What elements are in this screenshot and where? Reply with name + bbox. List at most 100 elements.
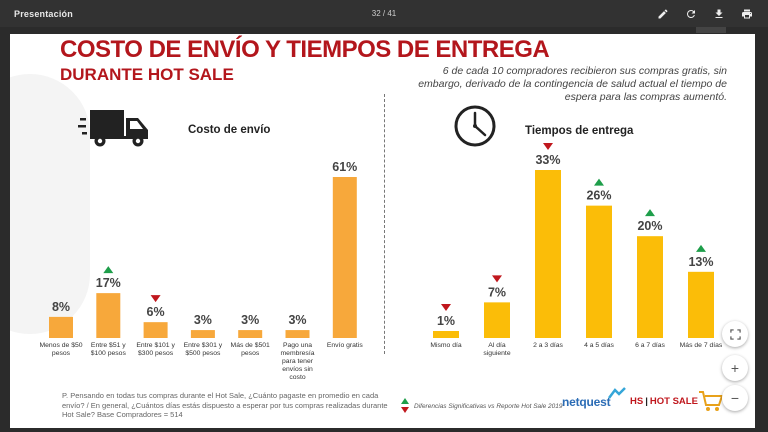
shipping-value-label: 3% [194, 313, 212, 327]
footnote: P. Pensando en todas tus compras durante… [62, 391, 388, 419]
delivery-significance-down-icon [543, 143, 553, 150]
shipping-category-label-line: Entre $101 y [136, 342, 175, 349]
delivery-category-label: Al día siguiente [483, 342, 510, 357]
shipping-significance-up-icon [103, 266, 114, 274]
shipping-category-label: Envío gratis [327, 342, 363, 349]
shipping-bar [332, 177, 357, 338]
shipping-bar [143, 322, 168, 338]
slide-summary: 6 de cada 10 compradores recibieron sus … [418, 65, 727, 103]
delivery-value-label: 33% [535, 153, 560, 167]
toolbar-actions [656, 7, 754, 21]
zoom-in-button[interactable]: + [722, 355, 748, 381]
slide-title: COSTO DE ENVÍO Y TIEMPOS DE ENTREGA [60, 36, 550, 63]
scrollbar-handle[interactable] [696, 27, 726, 33]
delivery-category-label: 2 a 3 días [533, 342, 563, 349]
delivery-category-label: Mismo día [430, 342, 462, 349]
shipping-value-label: 8% [52, 300, 70, 314]
delivery-category-label-line: Mismo día [430, 342, 462, 349]
shipping-category-label-line: Pago una [283, 342, 312, 349]
shipping-bar [49, 316, 73, 338]
delivery-time-title: Tiempos de entrega [525, 125, 634, 137]
significance-legend: Diferencias Significativas vs Reporte Ho… [400, 397, 563, 415]
shipping-category-label: Entre $301 y $500 pesos [184, 342, 223, 357]
truck-icon [78, 110, 148, 147]
shipping-category-label-line: costo [289, 374, 305, 381]
shipping-category-label-line: $500 pesos [185, 350, 221, 357]
fit-screen-icon [729, 328, 741, 340]
shipping-bar [190, 330, 215, 338]
delivery-significance-up-icon [594, 178, 604, 186]
delivery-category-label: 6 a 7 días [635, 342, 665, 349]
zoom-out-button[interactable]: − [722, 385, 748, 411]
shipping-category-label-line: pesos [241, 350, 260, 357]
significance-arrows-icon [401, 398, 409, 413]
legend-text: Diferencias Significativas vs Reporte Ho… [414, 402, 563, 410]
viewer-title: Presentación [14, 8, 73, 19]
shipping-category-label-line: Más de $501 [231, 342, 271, 349]
hotsale-logo-text: HOT SALE [649, 396, 698, 407]
shipping-cost-title: Costo de envío [188, 124, 271, 136]
hs-logo-text: HS [630, 396, 644, 407]
delivery-value-label: 1% [437, 314, 455, 328]
delivery-bar [688, 271, 714, 338]
fit-screen-button[interactable] [722, 321, 748, 347]
delivery-category-label: 4 a 5 días [584, 342, 614, 349]
download-icon[interactable] [712, 7, 726, 21]
shipping-category-label-line: Envío gratis [327, 342, 363, 349]
section-divider [384, 94, 385, 354]
refresh-icon[interactable] [684, 7, 698, 21]
shipping-category-label: Más de $501 pesos [231, 342, 271, 357]
shipping-category-label: Entre $51 y $100 pesos [91, 342, 127, 357]
shipping-category-label-line: para tener [282, 358, 314, 365]
delivery-category-label-line: Más de 7 días [680, 342, 723, 349]
shipping-value-label: 6% [147, 305, 165, 319]
shipping-bar [238, 330, 263, 338]
delivery-category-label-line: 6 a 7 días [635, 342, 665, 349]
shipping-category-label-line: $100 pesos [91, 350, 127, 357]
delivery-category-label-line: 2 a 3 días [533, 342, 563, 349]
shipping-category-label-line: pesos [52, 350, 71, 357]
print-icon[interactable] [740, 7, 754, 21]
delivery-category-label-line: siguiente [483, 350, 510, 357]
clock-icon [454, 105, 496, 147]
netquest-logo-text: netquest [562, 395, 611, 409]
cart-icon [699, 391, 724, 411]
delivery-value-label: 20% [637, 219, 662, 233]
netquest-logo: netquest [562, 387, 626, 409]
shipping-significance-down-icon [150, 295, 161, 303]
delivery-bar [586, 205, 612, 338]
shipping-category-label-line: Entre $51 y [91, 342, 126, 349]
shipping-category-label-line: $300 pesos [138, 350, 174, 357]
shipping-category-label-line: Menos de $50 [39, 342, 82, 349]
edit-icon[interactable] [656, 7, 670, 21]
delivery-value-label: 26% [586, 189, 611, 203]
shipping-category-label-line: envíos sin [282, 366, 313, 373]
delivery-category-label-line: Al día [488, 342, 506, 349]
delivery-significance-up-icon [696, 244, 706, 252]
delivery-bar [535, 170, 561, 338]
slide-subtitle-heading: DURANTE HOT SALE [60, 65, 234, 84]
delivery-bar [637, 236, 663, 338]
shipping-category-label-line: Entre $301 y [184, 342, 223, 349]
shipping-bar [285, 330, 310, 338]
delivery-significance-down-icon [441, 304, 451, 311]
shipping-bar [96, 293, 121, 338]
delivery-bar [433, 331, 459, 338]
viewer-toolbar: Presentación 32 / 41 [0, 0, 768, 27]
shipping-category-label: Entre $101 y $300 pesos [136, 342, 175, 357]
shipping-value-label: 3% [288, 313, 306, 327]
delivery-value-label: 7% [488, 285, 506, 299]
page-indicator: 32 / 41 [371, 9, 397, 18]
background-shape [10, 74, 90, 334]
delivery-significance-up-icon [645, 209, 655, 217]
shipping-category-label-line: membresía [281, 350, 315, 357]
delivery-value-label: 13% [688, 255, 713, 269]
delivery-significance-down-icon [492, 275, 502, 283]
hotsale-logo: HS | HOT SALE [630, 396, 698, 407]
delivery-category-label-line: 4 a 5 días [584, 342, 614, 349]
netquest-mark-icon [608, 387, 626, 399]
shipping-value-label: 3% [241, 313, 259, 327]
delivery-category-label: Más de 7 días [680, 342, 723, 349]
delivery-bar [484, 302, 510, 338]
